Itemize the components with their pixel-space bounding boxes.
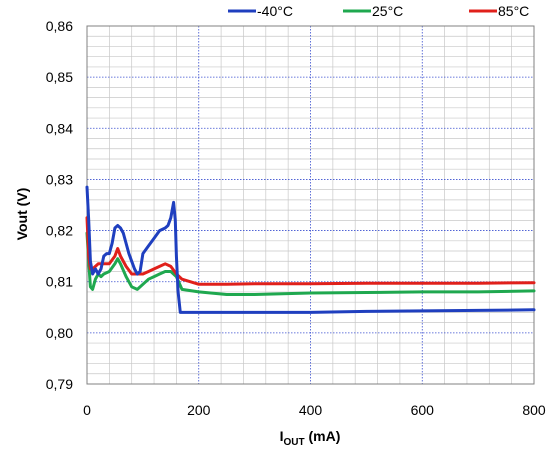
major-grid <box>87 26 534 384</box>
y-tick-label: 0,80 <box>46 325 73 341</box>
y-tick-label: 0,84 <box>46 120 73 136</box>
legend-label: -40°C <box>257 3 293 19</box>
y-axis-title: Vout (V) <box>14 188 30 241</box>
x-axis-ticks: 0 200 400 600 800 <box>83 402 546 418</box>
x-tick-label: 0 <box>83 402 91 418</box>
x-tick-label: 600 <box>411 402 435 418</box>
legend: -40°C 25°C 85°C <box>228 3 529 19</box>
x-axis-title: IOUT (mA) <box>280 428 341 448</box>
x-axis-title-unit: (mA) <box>305 428 341 444</box>
y-tick-label: 0,86 <box>46 18 73 34</box>
legend-label: 85°C <box>498 3 529 19</box>
series-line-85°C <box>85 216 536 286</box>
y-tick-label: 0,79 <box>46 376 73 392</box>
x-tick-label: 400 <box>299 402 323 418</box>
y-tick-label: 0,81 <box>46 274 73 290</box>
series-layer <box>85 185 536 314</box>
legend-label: 25°C <box>372 3 403 19</box>
y-tick-label: 0,83 <box>46 171 73 187</box>
y-tick-label: 0,85 <box>46 69 73 85</box>
y-tick-label: 0,82 <box>46 223 73 239</box>
x-tick-label: 800 <box>522 402 546 418</box>
series-line--40°C <box>85 185 536 314</box>
x-axis-title-main: I <box>280 428 284 444</box>
y-axis-ticks: 0,79 0,80 0,81 0,82 0,83 0,84 0,85 0,86 <box>46 18 73 392</box>
x-axis-title-subscript: OUT <box>284 437 305 448</box>
minor-grid <box>87 26 534 384</box>
x-tick-label: 200 <box>187 402 211 418</box>
